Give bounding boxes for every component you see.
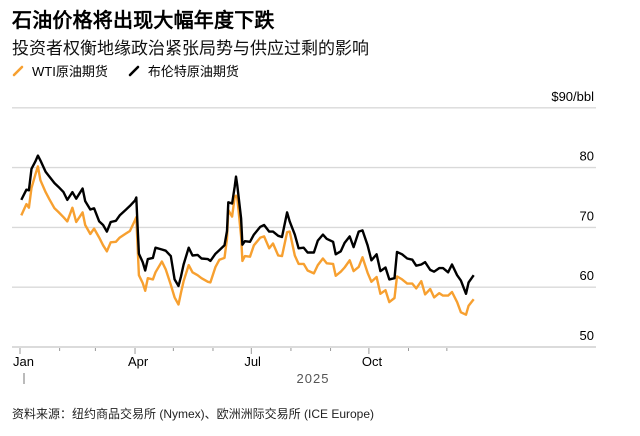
y-tick-label: 50 bbox=[580, 328, 594, 343]
legend-label-brent: 布伦特原油期货 bbox=[147, 64, 239, 79]
legend-item-wti: WTI原油期货 bbox=[12, 61, 108, 80]
chart-subtitle: 投资者权衡地缘政治紧张局势与供应过剩的影响 bbox=[12, 39, 369, 58]
brent-series-line bbox=[20, 154, 475, 295]
x-tick-label: Oct bbox=[362, 354, 383, 369]
legend-item-brent: 布伦特原油期货 bbox=[128, 61, 239, 80]
wti-line-swatch-icon bbox=[12, 65, 24, 76]
wti-series-line bbox=[20, 165, 475, 316]
gridlines bbox=[12, 107, 596, 348]
y-tick-label: 80 bbox=[580, 149, 594, 164]
x-tick-label: Jan bbox=[13, 354, 34, 369]
x-tick-label: Jul bbox=[244, 354, 261, 369]
legend-label-wti: WTI原油期货 bbox=[32, 64, 108, 79]
source-note: 资料来源：纽约商品交易所 (Nymex)、欧洲洲际交易所 (ICE Europe… bbox=[12, 407, 375, 421]
series-lines bbox=[20, 154, 475, 316]
x-tick-label: Apr bbox=[128, 354, 149, 369]
y-tick-label: 60 bbox=[580, 268, 594, 283]
chart-legend: WTI原油期货 布伦特原油期货 bbox=[12, 61, 259, 80]
chart-title: 石油价格将出现大幅年度下跌 bbox=[12, 10, 275, 32]
x-axis: Jan Apr Jul Oct 2025 bbox=[13, 348, 448, 386]
y-axis-labels: $90/bbl 80 70 60 50 bbox=[551, 89, 594, 343]
x-year-label: 2025 bbox=[297, 371, 330, 386]
brent-line-swatch-icon bbox=[128, 65, 140, 76]
y-tick-label: 70 bbox=[580, 208, 594, 223]
y-tick-label: $90/bbl bbox=[551, 89, 594, 104]
